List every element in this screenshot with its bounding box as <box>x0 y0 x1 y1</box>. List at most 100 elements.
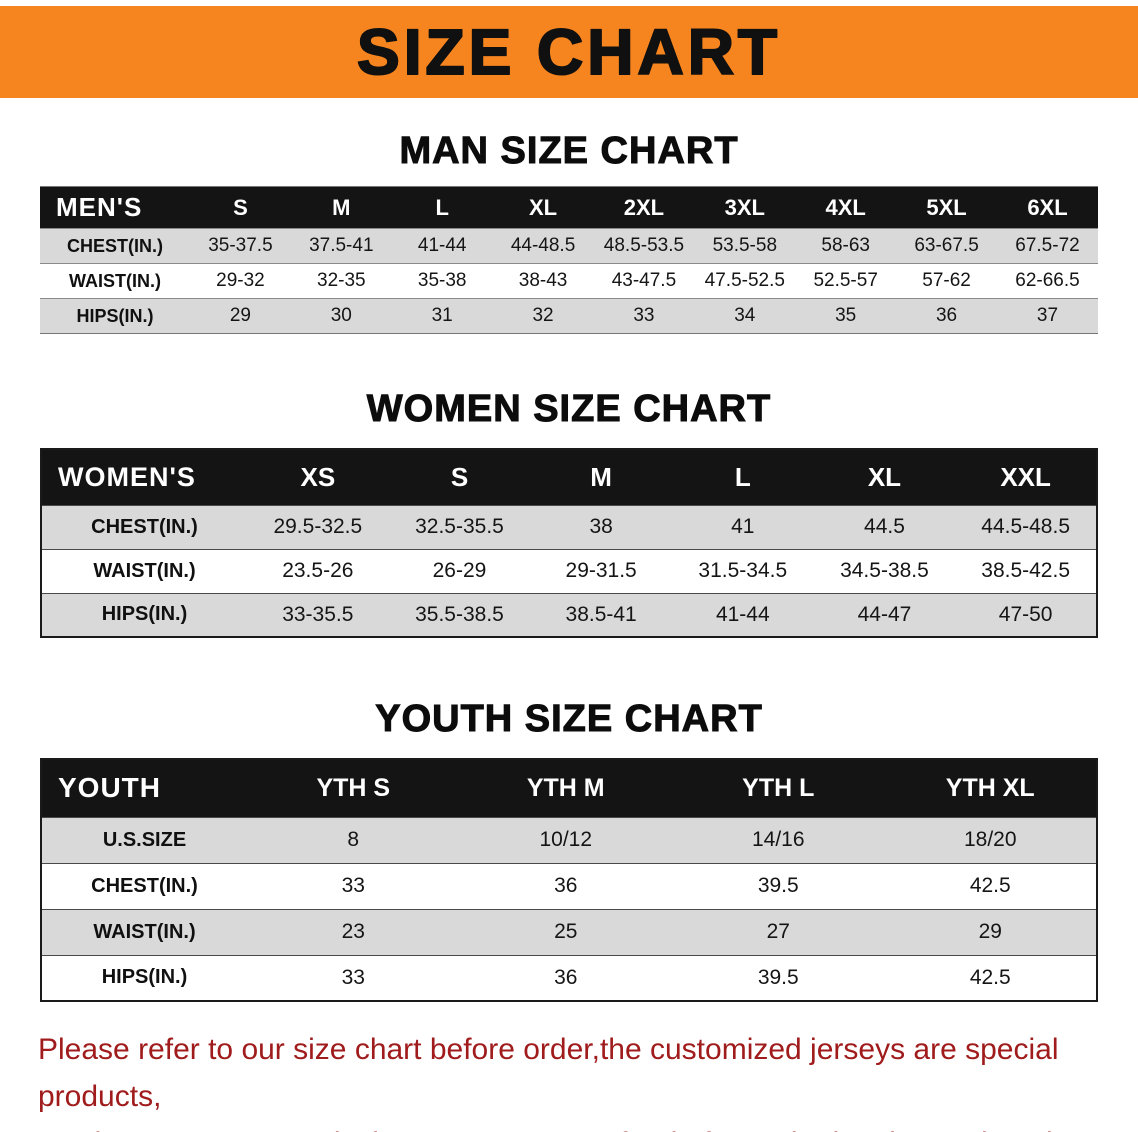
size-value-cell: 41-44 <box>671 593 814 637</box>
size-value-cell: 41-44 <box>391 228 493 264</box>
size-value-cell: 29-31.5 <box>530 549 672 593</box>
size-column-header: 4XL <box>795 186 897 229</box>
measurement-row: WAIST(IN.) 23 25 27 29 <box>41 909 1097 955</box>
size-value-cell: 34 <box>694 298 796 334</box>
size-value-cell: 39.5 <box>672 955 885 1001</box>
size-column-header: 5XL <box>896 186 997 229</box>
row-label: CHEST(IN.) <box>40 228 190 264</box>
measurement-row: CHEST(IN.) 33 36 39.5 42.5 <box>41 863 1097 909</box>
size-value-cell: 29.5-32.5 <box>247 505 389 549</box>
size-value-cell: 63-67.5 <box>896 228 997 264</box>
size-value-cell: 32 <box>492 298 594 334</box>
size-column-header: 6XL <box>997 186 1098 229</box>
size-value-cell: 39.5 <box>672 863 885 909</box>
size-column-header: S <box>388 449 531 505</box>
size-column-header: 3XL <box>694 186 796 229</box>
measurement-row: HIPS(IN.) 33-35.5 35.5-38.5 38.5-41 41-44 44-… <box>41 593 1097 637</box>
size-value-cell: 42.5 <box>884 863 1097 909</box>
size-value-cell: 33 <box>247 955 460 1001</box>
youth-size-table: YOUTH YTH S YTH M YTH L YTH XL U.S.SIZE 8 10/12… <box>40 758 1098 1002</box>
size-value-cell: 53.5-58 <box>694 228 796 264</box>
size-column-header: M <box>530 449 672 505</box>
man-size-table: MEN'S S M L XL 2XL 3XL 4XL 5XL 6XL CHEST(IN.) 35-37… <box>40 186 1098 334</box>
size-value-cell: 34.5-38.5 <box>813 549 956 593</box>
size-value-cell: 32-35 <box>290 263 392 299</box>
size-value-cell: 33-35.5 <box>247 593 389 637</box>
size-value-cell: 41 <box>671 505 814 549</box>
size-value-cell: 25 <box>459 909 672 955</box>
youth-section-title: YOUTH SIZE CHART <box>375 698 763 741</box>
size-column-header: YTH XL <box>884 759 1097 817</box>
size-value-cell: 26-29 <box>388 549 531 593</box>
order-policy-line-2: we don't accept cancel, change, teturn o… <box>38 1120 1138 1132</box>
banner: SIZE CHART <box>0 6 1138 98</box>
table-corner-label: YOUTH <box>41 759 247 817</box>
size-value-cell: 36 <box>896 298 997 334</box>
size-value-cell: 38.5-42.5 <box>955 549 1097 593</box>
size-value-cell: 31.5-34.5 <box>671 549 814 593</box>
size-value-cell: 35.5-38.5 <box>388 593 531 637</box>
order-policy-note: Please refer to our size chart before or… <box>38 1026 1138 1132</box>
measurement-row: WAIST(IN.) 23.5-26 26-29 29-31.5 31.5-34.5 34… <box>41 549 1097 593</box>
measurement-row: HIPS(IN.) 29 30 31 32 33 34 35 36 37 <box>40 298 1098 334</box>
row-label: WAIST(IN.) <box>41 909 247 955</box>
size-value-cell: 44.5 <box>813 505 956 549</box>
size-value-cell: 36 <box>459 863 672 909</box>
size-value-cell: 14/16 <box>672 817 885 863</box>
size-value-cell: 31 <box>391 298 493 334</box>
youth-size-chart-section: YOUTH SIZE CHART YOUTH YTH S YTH M YTH L YTH… <box>0 696 1138 1002</box>
size-column-header: XXL <box>955 449 1097 505</box>
size-value-cell: 44-48.5 <box>492 228 594 264</box>
row-label: CHEST(IN.) <box>41 505 247 549</box>
size-value-cell: 67.5-72 <box>997 228 1098 264</box>
row-label: CHEST(IN.) <box>41 863 247 909</box>
size-column-header: L <box>391 186 493 229</box>
size-value-cell: 33 <box>247 863 460 909</box>
measurement-row: HIPS(IN.) 33 36 39.5 42.5 <box>41 955 1097 1001</box>
size-value-cell: 35-38 <box>391 263 493 299</box>
man-size-chart-section: MAN SIZE CHART MEN'S S M L XL 2XL 3XL 4XL 5XL 6XL… <box>0 128 1138 334</box>
size-value-cell: 8 <box>247 817 460 863</box>
measurement-row: WAIST(IN.) 29-32 32-35 35-38 38-43 43-47.5 47.… <box>40 263 1098 299</box>
size-value-cell: 62-66.5 <box>997 263 1098 299</box>
size-value-cell: 35 <box>795 298 897 334</box>
size-column-header: XL <box>492 186 594 229</box>
size-column-header: 2XL <box>593 186 695 229</box>
row-label: HIPS(IN.) <box>41 593 247 637</box>
size-value-cell: 44.5-48.5 <box>955 505 1097 549</box>
size-value-cell: 38.5-41 <box>530 593 672 637</box>
measurement-row: CHEST(IN.) 35-37.5 37.5-41 41-44 44-48.5 48.5… <box>40 228 1098 264</box>
size-value-cell: 33 <box>593 298 695 334</box>
table-header-row: YOUTH YTH S YTH M YTH L YTH XL <box>41 759 1097 817</box>
measurement-row: CHEST(IN.) 29.5-32.5 32.5-35.5 38 41 44.5 44.5… <box>41 505 1097 549</box>
size-value-cell: 47.5-52.5 <box>694 263 796 299</box>
women-size-chart-section: WOMEN SIZE CHART WOMEN'S XS S M L XL XXL CHEST(… <box>0 386 1138 638</box>
table-header-row: WOMEN'S XS S M L XL XXL <box>41 449 1097 505</box>
row-label: WAIST(IN.) <box>40 263 190 299</box>
man-section-title: MAN SIZE CHART <box>399 130 739 173</box>
size-value-cell: 10/12 <box>459 817 672 863</box>
size-value-cell: 23.5-26 <box>247 549 389 593</box>
size-value-cell: 18/20 <box>884 817 1097 863</box>
size-value-cell: 58-63 <box>795 228 897 264</box>
size-value-cell: 23 <box>247 909 460 955</box>
size-value-cell: 35-37.5 <box>190 228 291 264</box>
measurement-row: U.S.SIZE 8 10/12 14/16 18/20 <box>41 817 1097 863</box>
size-column-header: M <box>290 186 392 229</box>
women-size-table: WOMEN'S XS S M L XL XXL CHEST(IN.) 29.5-32.5 32.5… <box>40 448 1098 638</box>
size-column-header: YTH S <box>247 759 460 817</box>
size-value-cell: 52.5-57 <box>795 263 897 299</box>
size-value-cell: 42.5 <box>884 955 1097 1001</box>
size-column-header: YTH L <box>672 759 885 817</box>
size-column-header: S <box>190 186 291 229</box>
size-value-cell: 48.5-53.5 <box>593 228 695 264</box>
size-value-cell: 32.5-35.5 <box>388 505 531 549</box>
size-value-cell: 57-62 <box>896 263 997 299</box>
size-value-cell: 30 <box>290 298 392 334</box>
size-value-cell: 44-47 <box>813 593 956 637</box>
row-label: HIPS(IN.) <box>40 298 190 334</box>
row-label: HIPS(IN.) <box>41 955 247 1001</box>
size-value-cell: 27 <box>672 909 885 955</box>
table-corner-label: MEN'S <box>40 186 190 229</box>
